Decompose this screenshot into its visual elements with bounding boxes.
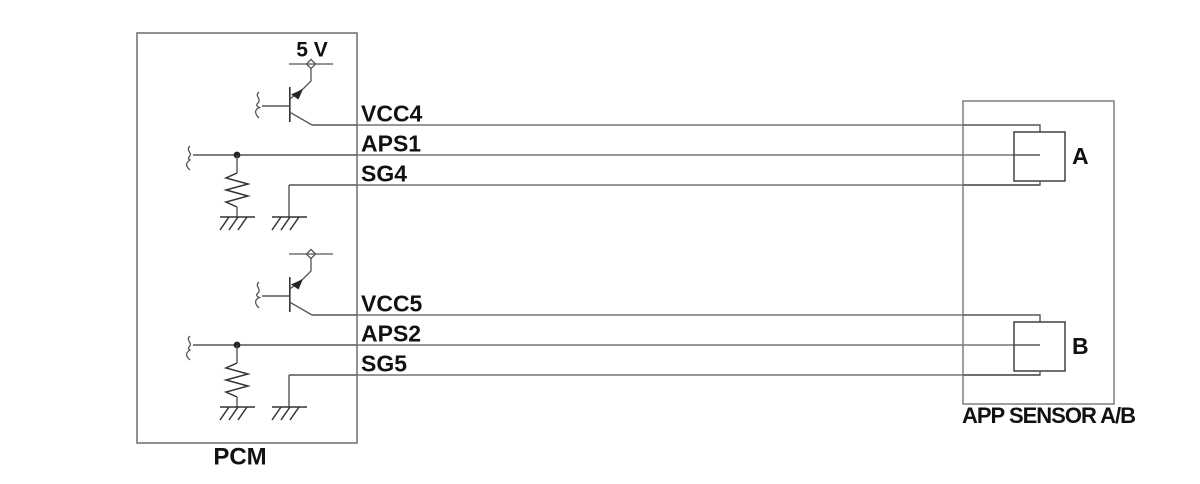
svg-text:APP SENSOR A/B: APP SENSOR A/B [962, 403, 1135, 428]
svg-text:VCC5: VCC5 [361, 291, 423, 317]
svg-text:PCM: PCM [213, 444, 266, 471]
svg-text:A: A [1072, 143, 1089, 169]
svg-text:APS2: APS2 [361, 321, 421, 347]
svg-text:B: B [1072, 333, 1089, 359]
svg-text:SG5: SG5 [361, 351, 407, 377]
svg-text:VCC4: VCC4 [361, 101, 423, 127]
svg-text:SG4: SG4 [361, 161, 407, 187]
svg-text:5 V: 5 V [296, 39, 328, 62]
svg-text:APS1: APS1 [361, 131, 421, 157]
